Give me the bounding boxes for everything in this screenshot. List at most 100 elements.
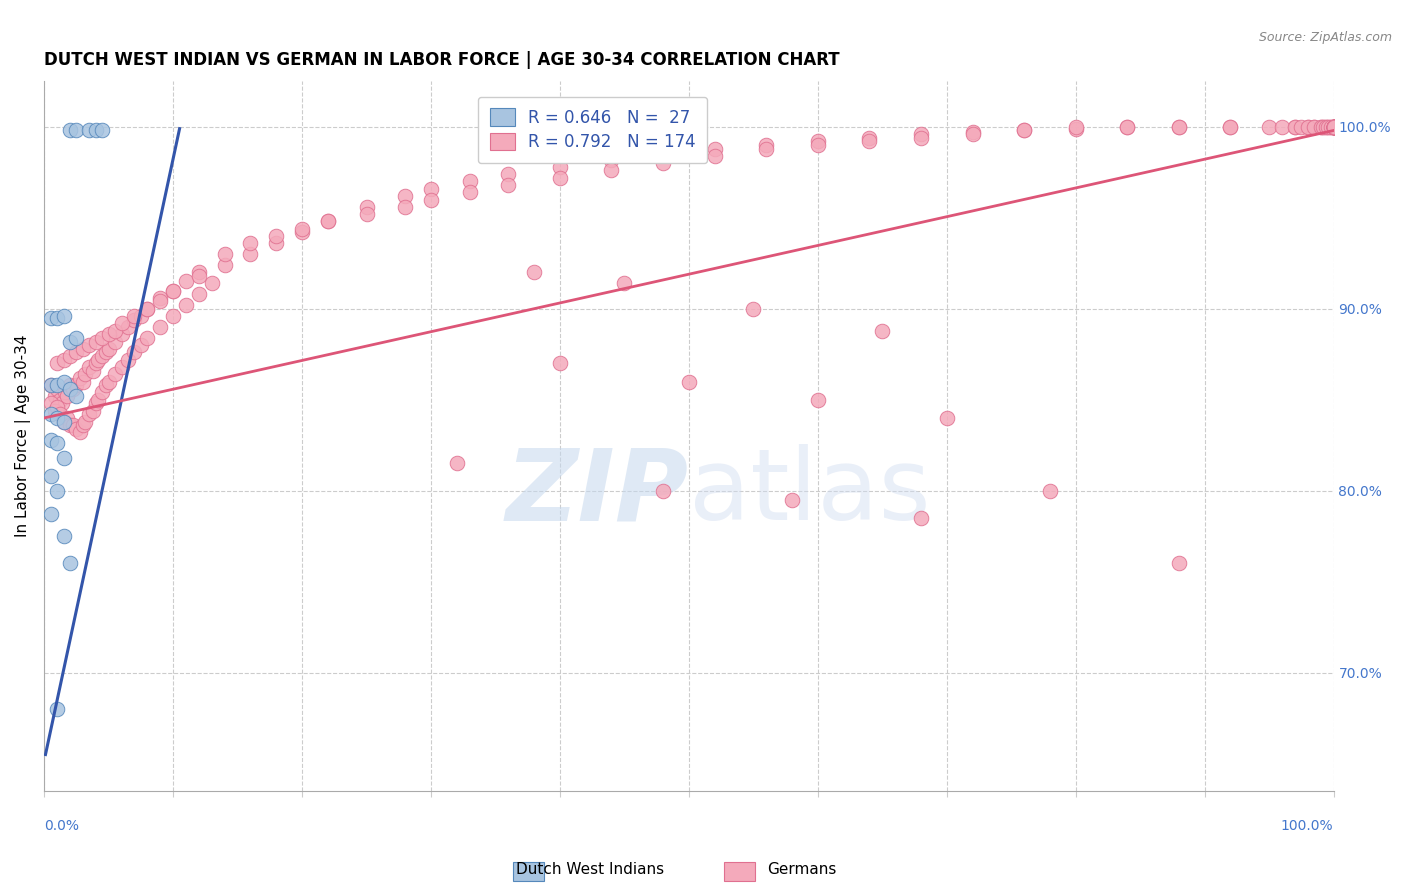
Point <box>858 135 880 149</box>
Point <box>129 338 152 352</box>
Text: Germans: Germans <box>766 863 837 877</box>
Point <box>69 371 91 385</box>
Point <box>910 511 932 525</box>
Point <box>65 389 87 403</box>
Point <box>1284 120 1306 134</box>
Point <box>1219 120 1241 134</box>
Point <box>97 327 120 342</box>
Point <box>59 382 82 396</box>
Point <box>1322 120 1344 134</box>
Point <box>91 385 114 400</box>
Text: Source: ZipAtlas.com: Source: ZipAtlas.com <box>1258 31 1392 45</box>
Point <box>174 298 197 312</box>
Point <box>44 403 66 417</box>
Point <box>59 418 82 433</box>
Point <box>51 396 73 410</box>
Point <box>162 309 184 323</box>
Point <box>458 186 481 200</box>
Point <box>1317 120 1340 134</box>
Text: ZIP: ZIP <box>506 444 689 541</box>
Point <box>136 301 159 316</box>
Point <box>136 301 159 316</box>
Point <box>703 149 725 163</box>
Point <box>149 294 172 309</box>
Point <box>162 284 184 298</box>
Point <box>187 287 209 301</box>
Point <box>1012 123 1035 137</box>
Point <box>46 411 69 425</box>
Point <box>94 345 117 359</box>
Point <box>87 352 110 367</box>
Point <box>1322 120 1344 134</box>
Legend: R = 0.646   N =  27, R = 0.792   N = 174: R = 0.646 N = 27, R = 0.792 N = 174 <box>478 96 707 163</box>
Point <box>1322 120 1344 134</box>
Point <box>79 407 101 421</box>
Point <box>1322 120 1344 134</box>
Point <box>858 130 880 145</box>
Point <box>201 277 224 291</box>
Point <box>46 400 69 414</box>
Point <box>1312 120 1334 134</box>
Point <box>124 345 146 359</box>
Point <box>110 327 132 342</box>
Point <box>39 469 62 483</box>
Point <box>39 508 62 522</box>
Point <box>316 214 339 228</box>
Point <box>1322 120 1344 134</box>
Point <box>1167 120 1189 134</box>
Point <box>48 407 70 421</box>
Point <box>316 214 339 228</box>
Point <box>394 189 416 203</box>
Text: 100.0%: 100.0% <box>1281 820 1333 833</box>
Point <box>52 352 75 367</box>
Point <box>807 392 830 407</box>
Point <box>39 407 62 421</box>
Point <box>84 123 107 137</box>
Point <box>91 331 114 345</box>
Point <box>613 277 636 291</box>
Point <box>1284 120 1306 134</box>
Point <box>72 342 94 356</box>
Point <box>652 145 675 160</box>
Point <box>149 291 172 305</box>
Point <box>1322 120 1344 134</box>
Point <box>62 382 84 396</box>
Point <box>1319 120 1341 134</box>
Point <box>91 349 114 363</box>
Point <box>1167 557 1189 571</box>
Point <box>39 310 62 325</box>
Point <box>264 236 287 251</box>
Point <box>65 378 87 392</box>
Point <box>187 265 209 279</box>
Point <box>291 225 314 239</box>
Point <box>935 411 957 425</box>
Point <box>703 142 725 156</box>
Point <box>1309 120 1331 134</box>
Point <box>174 275 197 289</box>
Point <box>1322 120 1344 134</box>
Text: Dutch West Indians: Dutch West Indians <box>516 863 665 877</box>
Point <box>94 378 117 392</box>
Point <box>59 123 82 137</box>
Point <box>52 415 75 429</box>
Point <box>214 258 236 272</box>
Point <box>52 450 75 465</box>
Point <box>84 396 107 410</box>
Point <box>162 284 184 298</box>
Text: 0.0%: 0.0% <box>44 820 79 833</box>
Point <box>79 359 101 374</box>
Point <box>82 364 104 378</box>
Point <box>652 156 675 170</box>
Point <box>75 415 97 429</box>
Point <box>1315 120 1337 134</box>
Y-axis label: In Labor Force | Age 30-34: In Labor Force | Age 30-34 <box>15 334 31 537</box>
Point <box>46 356 69 370</box>
Point <box>82 403 104 417</box>
Point <box>59 334 82 349</box>
Point <box>1322 120 1344 134</box>
Point <box>1309 120 1331 134</box>
Point <box>1296 120 1319 134</box>
Point <box>124 309 146 323</box>
Point <box>498 167 520 181</box>
Point <box>65 123 87 137</box>
